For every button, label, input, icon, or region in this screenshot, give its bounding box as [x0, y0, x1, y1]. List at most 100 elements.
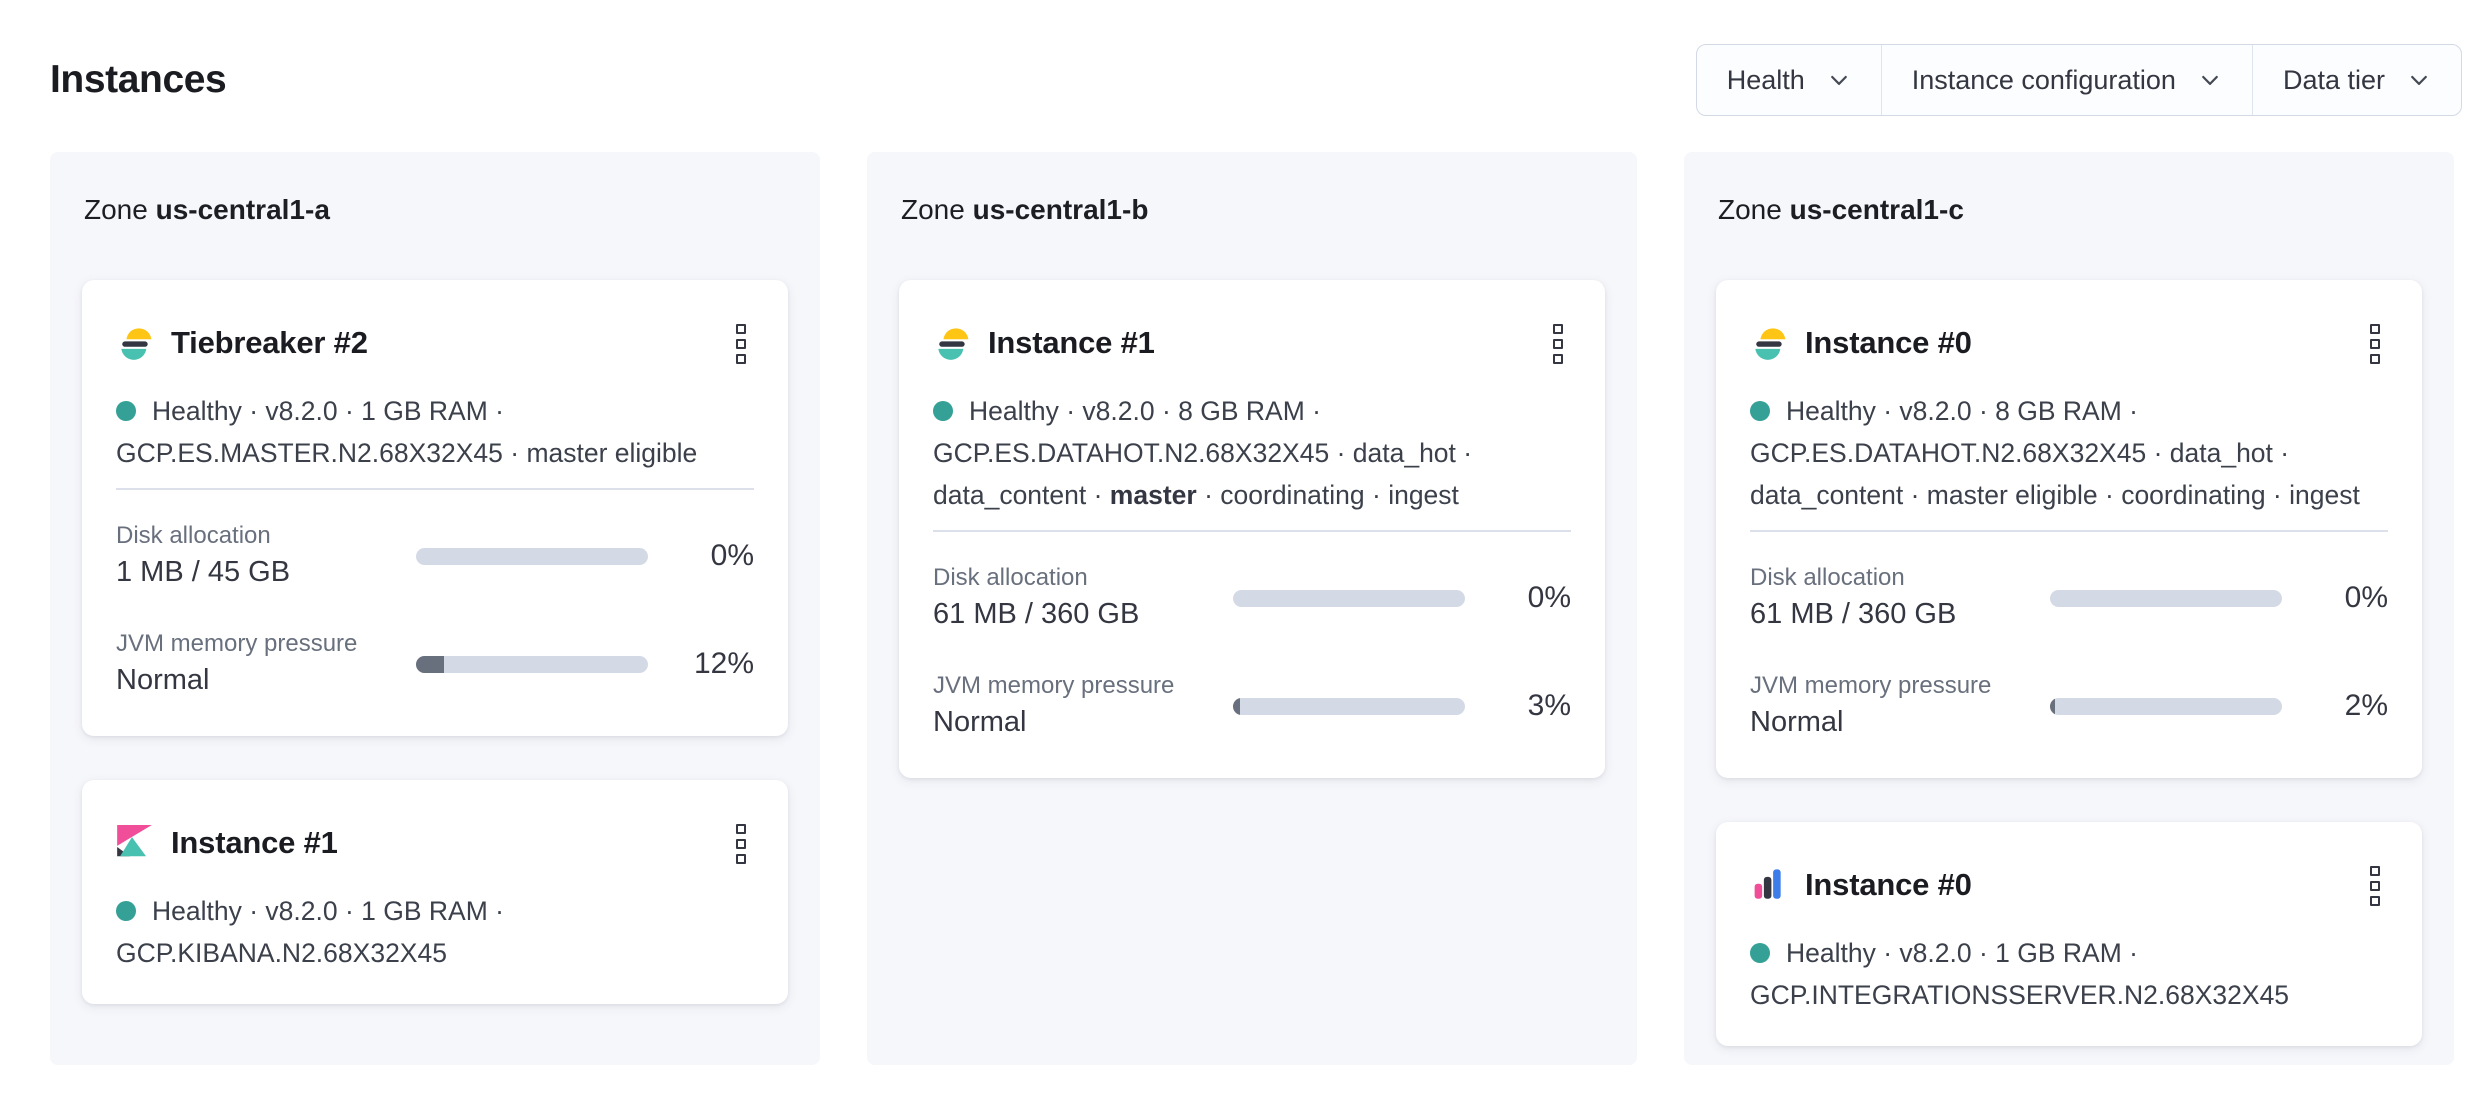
- zone-label: Zone us-central1-a: [84, 190, 788, 230]
- zone-label: Zone us-central1-c: [1718, 190, 2422, 230]
- health-status-dot: [1750, 401, 1770, 421]
- filter-button-instance-configuration-label: Instance configuration: [1911, 64, 2176, 95]
- elasticsearch-logo-icon: [121, 327, 152, 360]
- zone-word: Zone: [1718, 194, 1782, 225]
- metric-value: Normal: [116, 664, 210, 696]
- metric-value: Normal: [933, 706, 1027, 738]
- kibana-logo-icon: [117, 824, 152, 856]
- filter-group: Health Instance configuration Data tier: [1695, 44, 2462, 116]
- card-divider: [116, 488, 754, 490]
- page-header: Instances Health Instance configuration …: [0, 0, 2490, 116]
- metric-value: 61 MB / 360 GB: [933, 598, 1140, 630]
- zone-name: us-central1-c: [1789, 194, 1964, 225]
- node-roles-line: data_content · master · coordinating · i…: [933, 480, 1459, 510]
- zone-word: Zone: [901, 194, 965, 225]
- instance-config-line: GCP.ES.DATAHOT.N2.68X32X45 · data_hot ·: [933, 438, 1473, 468]
- status-block: Healthy · v8.2.0 · 1 GB RAM · GCP.KIBANA…: [116, 890, 754, 974]
- progress-bar-fill: [2050, 697, 2055, 715]
- card-title: Instance #0: [1805, 867, 1972, 902]
- health-status-line: Healthy · v8.2.0 · 1 GB RAM ·: [116, 390, 754, 432]
- zones-row: Zone us-central1-a Tiebreaker #2 Healthy…: [50, 152, 2490, 1065]
- card-title: Instance #0: [1805, 325, 1972, 360]
- disk-allocation-metric-row: Disk allocation 1 MB / 45 GB 0%: [116, 520, 754, 592]
- health-status-dot: [116, 401, 136, 421]
- filter-button-data-tier-label: Data tier: [2282, 64, 2385, 95]
- progress-bar-fill: [1233, 697, 1240, 715]
- card-divider: [1750, 530, 2388, 532]
- status-block: Healthy · v8.2.0 · 1 GB RAM · GCP.ES.MAS…: [116, 390, 754, 474]
- metric-value: 61 MB / 360 GB: [1750, 598, 1957, 630]
- kebab-menu-button[interactable]: [1545, 318, 1571, 370]
- health-status-text: Healthy · v8.2.0 · 1 GB RAM ·: [152, 396, 504, 426]
- card-title: Tiebreaker #2: [171, 325, 368, 360]
- kebab-menu-button[interactable]: [2362, 318, 2388, 370]
- card-header: Instance #0: [1750, 858, 2388, 912]
- boxes-vertical-icon: [2370, 324, 2380, 334]
- zone-panel-us-central1-a: Zone us-central1-a Tiebreaker #2 Healthy…: [50, 152, 820, 1065]
- chevron-down-icon: [2198, 68, 2222, 92]
- filter-button-health-label: Health: [1726, 64, 1805, 95]
- kebab-menu-button[interactable]: [728, 318, 754, 370]
- boxes-vertical-icon: [1553, 324, 1563, 334]
- health-status-dot: [1750, 943, 1770, 963]
- disk-allocation-metric-row: Disk allocation 61 MB / 360 GB 0%: [1750, 562, 2388, 634]
- elasticsearch-logo-icon: [938, 327, 969, 360]
- instance-card-es-1: Instance #1 Healthy · v8.2.0 · 8 GB RAM …: [899, 280, 1605, 778]
- metric-percent: 3%: [1527, 689, 1571, 722]
- health-status-text: Healthy · v8.2.0 · 1 GB RAM ·: [152, 896, 504, 926]
- health-status-text: Healthy · v8.2.0 · 1 GB RAM ·: [1786, 938, 2138, 968]
- boxes-vertical-icon: [736, 324, 746, 334]
- card-title: Instance #1: [171, 825, 338, 860]
- health-status-line: Healthy · v8.2.0 · 1 GB RAM ·: [116, 890, 754, 932]
- instance-card-integrations-server-0: Instance #0 Healthy · v8.2.0 · 1 GB RAM …: [1716, 822, 2422, 1046]
- node-role-master: master: [1109, 480, 1197, 510]
- metric-percent: 12%: [693, 647, 754, 680]
- metric-percent: 2%: [2344, 689, 2388, 722]
- boxes-vertical-icon: [2370, 866, 2380, 876]
- metric-value: 1 MB / 45 GB: [116, 556, 291, 588]
- card-header: Tiebreaker #2: [116, 316, 754, 370]
- filter-button-health[interactable]: Health: [1697, 45, 1881, 115]
- filter-button-instance-configuration[interactable]: Instance configuration: [1880, 45, 2252, 115]
- progress-bar-track: [416, 547, 648, 565]
- instance-config-line: GCP.ES.MASTER.N2.68X32X45 · master eligi…: [116, 438, 698, 468]
- node-roles-line: data_content · master eligible · coordin…: [1750, 480, 2360, 510]
- card-title: Instance #1: [988, 325, 1155, 360]
- chevron-down-icon: [1827, 68, 1851, 92]
- elasticsearch-logo-icon: [1755, 327, 1786, 360]
- filter-button-data-tier[interactable]: Data tier: [2251, 45, 2461, 115]
- kebab-menu-button[interactable]: [728, 818, 754, 870]
- card-header: Instance #0: [1750, 316, 2388, 370]
- metric-percent: 0%: [710, 539, 754, 572]
- zone-panel-us-central1-b: Zone us-central1-b Instance #1 Healthy ·…: [867, 152, 1637, 1065]
- status-block: Healthy · v8.2.0 · 1 GB RAM · GCP.INTEGR…: [1750, 932, 2388, 1016]
- status-block: Healthy · v8.2.0 · 8 GB RAM · GCP.ES.DAT…: [1750, 390, 2388, 516]
- jvm-memory-metric-row: JVM memory pressure Normal 2%: [1750, 670, 2388, 742]
- progress-bar-track: [2050, 589, 2282, 607]
- health-status-line: Healthy · v8.2.0 · 8 GB RAM ·: [933, 390, 1571, 432]
- health-status-line: Healthy · v8.2.0 · 8 GB RAM ·: [1750, 390, 2388, 432]
- kebab-menu-button[interactable]: [2362, 860, 2388, 912]
- integrations-server-logo-icon: [1754, 868, 1781, 899]
- progress-bar-track: [1233, 589, 1465, 607]
- card-divider: [933, 530, 1571, 532]
- instance-config-line: GCP.KIBANA.N2.68X32X45: [116, 938, 447, 968]
- zone-label: Zone us-central1-b: [901, 190, 1605, 230]
- zone-word: Zone: [84, 194, 148, 225]
- zone-panel-us-central1-c: Zone us-central1-c Instance #0 Healthy ·…: [1684, 152, 2454, 1065]
- metric-label: Disk allocation: [116, 522, 271, 549]
- metric-percent: 0%: [2344, 581, 2388, 614]
- status-block: Healthy · v8.2.0 · 8 GB RAM · GCP.ES.DAT…: [933, 390, 1571, 516]
- instance-card-kibana-1: Instance #1 Healthy · v8.2.0 · 1 GB RAM …: [82, 780, 788, 1004]
- metric-value: Normal: [1750, 706, 1844, 738]
- instance-config-line: GCP.ES.DATAHOT.N2.68X32X45 · data_hot ·: [1750, 438, 2290, 468]
- disk-allocation-metric-row: Disk allocation 61 MB / 360 GB 0%: [933, 562, 1571, 634]
- health-status-text: Healthy · v8.2.0 · 8 GB RAM ·: [1786, 396, 2138, 426]
- metric-label: JVM memory pressure: [116, 630, 358, 657]
- chevron-down-icon: [2407, 68, 2431, 92]
- jvm-memory-metric-row: JVM memory pressure Normal 12%: [116, 628, 754, 700]
- zone-name: us-central1-b: [972, 194, 1149, 225]
- metric-label: Disk allocation: [1750, 564, 1905, 591]
- progress-bar-track: [1233, 697, 1465, 715]
- card-header: Instance #1: [933, 316, 1571, 370]
